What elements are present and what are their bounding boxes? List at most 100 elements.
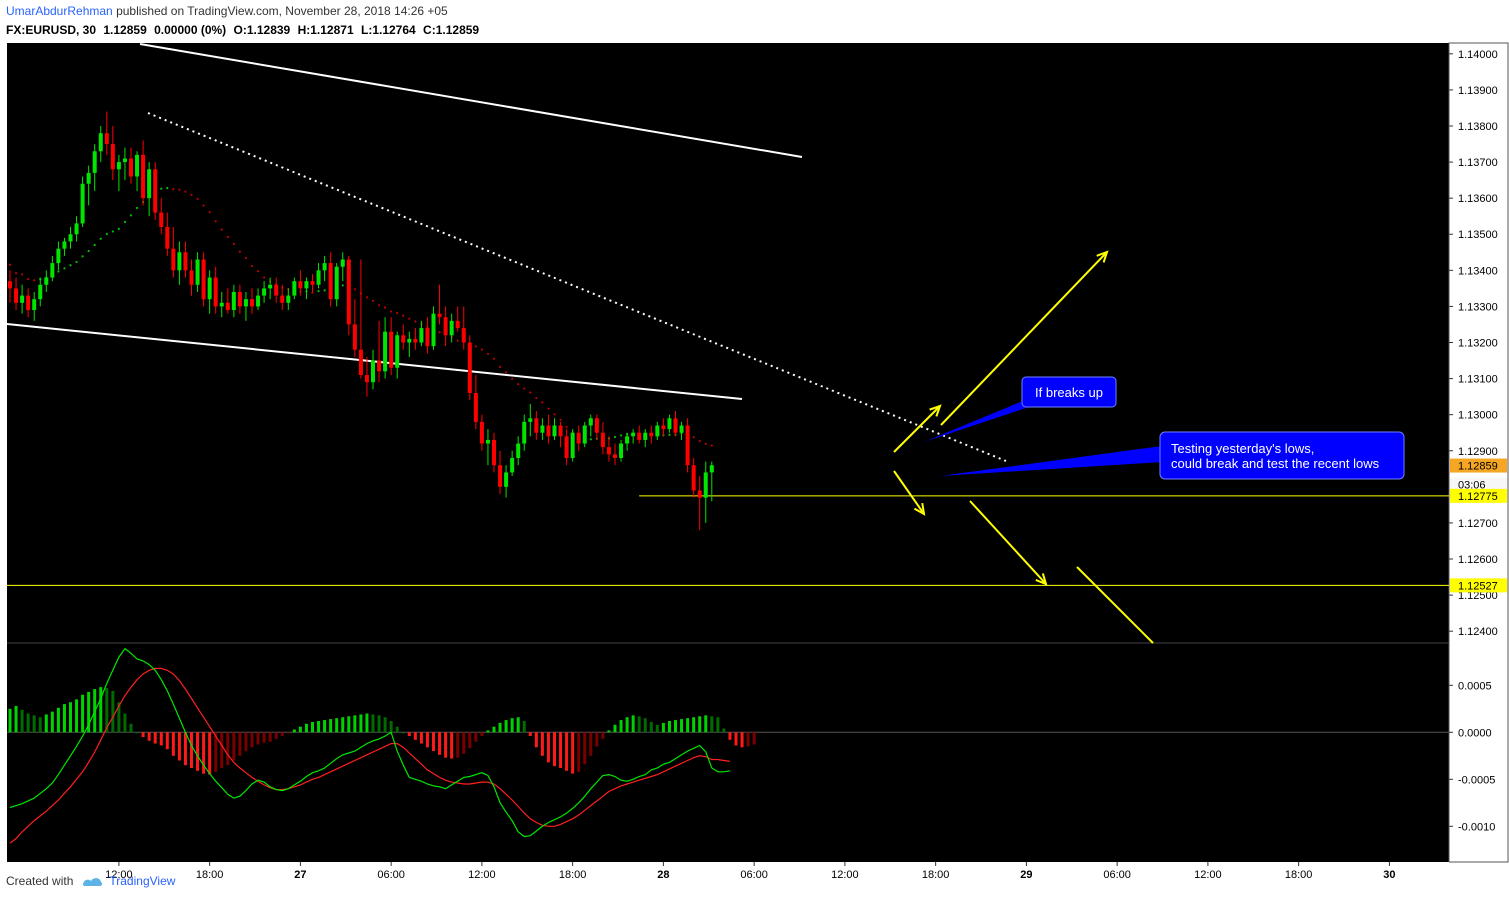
candle-body: [237, 291, 242, 307]
candle-body: [262, 288, 267, 296]
macd-hist-bar: [202, 732, 206, 774]
macd-hist-bar: [256, 732, 260, 745]
arrow-breakout-short-head: [929, 404, 942, 417]
arrow-breakdown-short: [893, 470, 926, 516]
macd-hist-bar: [298, 726, 302, 733]
arrow-breakdown-target-head: [1035, 573, 1048, 586]
time-tick-label: 18:00: [1285, 869, 1313, 881]
candle-body: [116, 162, 121, 170]
candle: [316, 263, 321, 289]
macd-hist-bar: [311, 721, 314, 733]
arrow-breakout-target: [940, 250, 1109, 426]
candle: [606, 436, 611, 462]
time-tick-label: 12:00: [1194, 869, 1222, 881]
ma-dot: [456, 339, 459, 342]
ma-dot: [613, 435, 617, 439]
time-tick-label: 27: [294, 869, 306, 881]
ma-dot: [535, 396, 538, 400]
candle: [401, 324, 406, 350]
candle-body: [14, 288, 19, 303]
tradingview-link[interactable]: TradingView: [109, 874, 176, 888]
candle-body: [383, 331, 388, 372]
candle-body: [588, 418, 593, 426]
candle: [625, 432, 630, 451]
macd-hist-bar: [105, 688, 109, 733]
footer: Created with TradingView: [6, 874, 175, 888]
ma-dot: [256, 270, 260, 273]
ma-dot: [559, 418, 562, 421]
ma-dot: [414, 320, 417, 323]
candle-body: [280, 295, 285, 303]
price-tick-label: 1.12400: [1458, 626, 1498, 638]
ma-dot: [341, 284, 344, 287]
ma-dot: [93, 243, 96, 247]
candle-body: [679, 425, 684, 433]
candle-body: [661, 425, 666, 430]
candle: [685, 418, 690, 473]
ma-dot: [117, 227, 120, 230]
macd-hist-bar: [383, 717, 387, 733]
macd-hist-bar: [141, 732, 145, 737]
candle-body: [510, 457, 515, 473]
candle: [552, 418, 557, 440]
price-tick-label: 1.13000: [1458, 410, 1498, 422]
candle: [80, 176, 85, 228]
price-axis-label: 1.12859: [1450, 458, 1507, 473]
candle-body: [213, 277, 218, 307]
candle: [473, 374, 478, 430]
macd-hist-bar: [734, 732, 738, 746]
candle-body: [250, 299, 254, 307]
candle: [667, 414, 672, 433]
candle: [225, 288, 230, 314]
candle: [171, 227, 176, 278]
candle-body: [528, 418, 533, 422]
callout-text: If breaks up: [1035, 385, 1103, 400]
candle-body: [68, 234, 73, 242]
candle-body: [673, 418, 678, 433]
ma-dot: [244, 256, 248, 260]
macd-hist-bar: [317, 721, 321, 733]
ma-dot: [196, 197, 199, 200]
macd-hist-bar: [111, 690, 115, 733]
candle-body: [479, 421, 484, 444]
macd-hist-bar: [20, 709, 24, 733]
candle-body: [110, 144, 115, 170]
macd-hist-bar: [244, 732, 248, 752]
candle-body: [443, 317, 448, 336]
candle: [310, 273, 315, 292]
macd-hist-bar: [438, 732, 442, 755]
candle-body: [691, 465, 696, 491]
price-label-text: 1.12527: [1458, 580, 1498, 592]
candle-body: [177, 252, 182, 271]
upper-trendline: [139, 43, 803, 158]
macd-hist-bar: [577, 732, 581, 772]
candle-body: [98, 133, 103, 152]
candle-body: [153, 169, 158, 213]
author-link[interactable]: UmarAbdurRehman: [6, 4, 113, 18]
time-axis-panel: [7, 862, 1449, 884]
candle-body: [407, 338, 412, 343]
ma-dot: [184, 190, 187, 193]
macd-hist-bar: [232, 732, 236, 761]
price-tick-label: 1.12900: [1458, 446, 1498, 458]
macd-hist-bar: [661, 722, 665, 733]
ma-dot: [75, 260, 78, 264]
candle: [498, 450, 503, 495]
price-axis: 1.14000 1.13900 1.13800 1.13700 1.13600 1.135…: [1449, 49, 1498, 638]
candle: [219, 291, 224, 318]
candle: [231, 284, 236, 318]
macd-hist-bar: [444, 732, 448, 758]
candle: [104, 111, 109, 155]
candle-body: [268, 284, 273, 289]
macd-hist-bar: [32, 715, 36, 733]
macd-hist-bar: [26, 713, 30, 733]
callout-pointer: [924, 398, 1032, 442]
candle-body: [431, 313, 436, 347]
candle: [183, 241, 188, 278]
macd-hist-bar: [395, 726, 399, 733]
candle-body: [44, 277, 49, 285]
macd-hist-bar: [81, 694, 85, 733]
price-label-text: 1.12775: [1458, 491, 1498, 503]
price-tick-label: 1.13900: [1458, 85, 1498, 97]
